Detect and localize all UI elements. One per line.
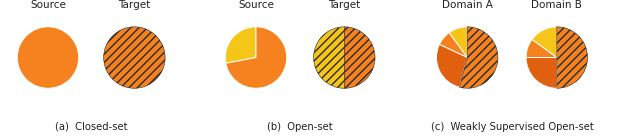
Wedge shape (440, 33, 467, 58)
Text: Source: Source (30, 0, 66, 10)
Text: (c)  Weakly Supervised Open-set: (c) Weakly Supervised Open-set (431, 122, 593, 132)
Wedge shape (314, 27, 344, 88)
Wedge shape (226, 27, 287, 88)
Wedge shape (460, 27, 498, 88)
Text: Target: Target (118, 0, 150, 10)
Text: (b)  Open-set: (b) Open-set (268, 122, 333, 132)
Text: Target: Target (328, 0, 360, 10)
Wedge shape (526, 58, 557, 88)
Text: Source: Source (238, 0, 274, 10)
Wedge shape (526, 39, 557, 58)
Wedge shape (225, 27, 256, 63)
Wedge shape (17, 27, 79, 88)
Wedge shape (557, 27, 588, 88)
Text: Domain B: Domain B (531, 0, 582, 10)
Wedge shape (344, 27, 375, 88)
Text: Domain A: Domain A (442, 0, 493, 10)
Wedge shape (104, 27, 165, 88)
Wedge shape (449, 27, 467, 58)
Wedge shape (436, 45, 467, 87)
Text: (a)  Closed-set: (a) Closed-set (55, 122, 127, 132)
Wedge shape (532, 27, 557, 58)
